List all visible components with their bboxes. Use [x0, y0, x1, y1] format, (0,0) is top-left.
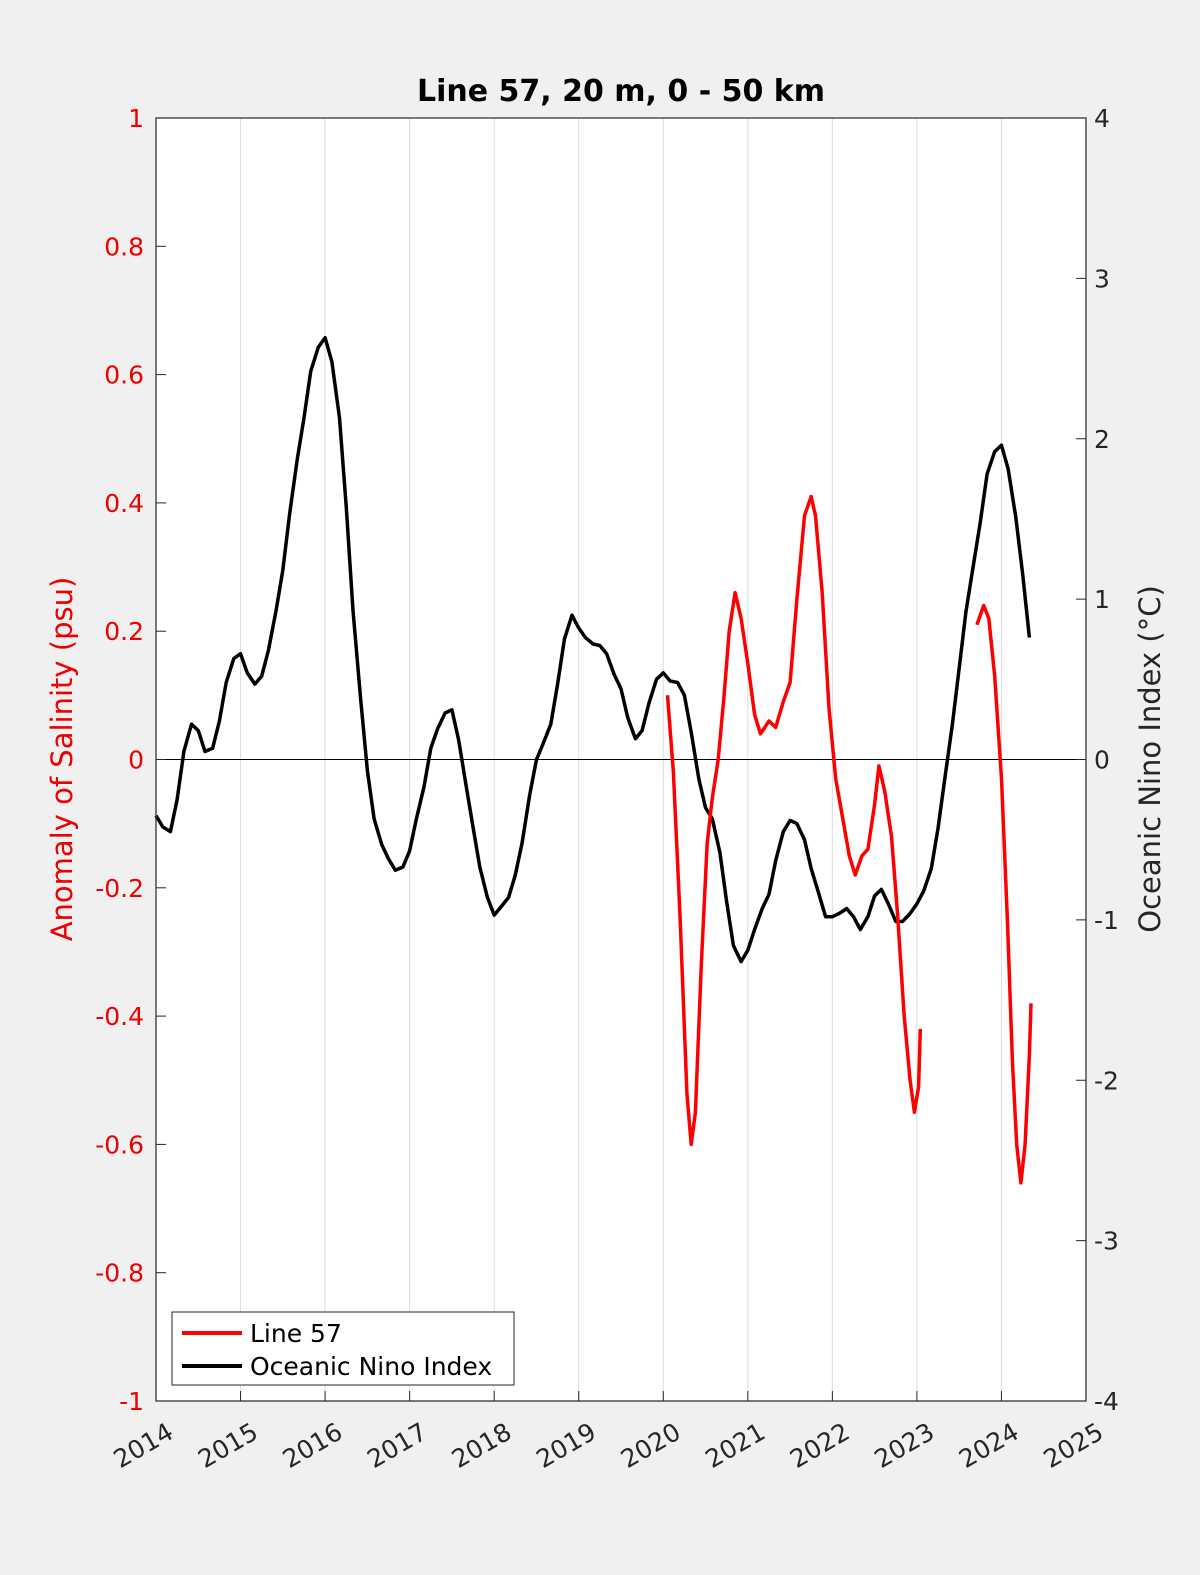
right-y-tick-label: 1: [1094, 585, 1110, 614]
left-y-tick-label: 1: [128, 104, 144, 133]
right-y-tick-label: 0: [1094, 746, 1110, 775]
left-axis-label: Anomaly of Salinity (psu): [45, 577, 79, 942]
left-y-tick-label: 0.6: [104, 361, 144, 390]
right-y-tick-label: 3: [1094, 264, 1110, 293]
legend-label-oni: Oceanic Nino Index: [250, 1352, 492, 1381]
left-y-tick-label: -0.4: [95, 1002, 144, 1031]
left-y-tick-label: -0.2: [95, 874, 144, 903]
left-y-tick-label: 0.8: [104, 232, 144, 261]
legend-box: [171, 1311, 515, 1386]
series-line-line-57-segment-1: [665, 494, 923, 1147]
series-layer: [154, 335, 1033, 1185]
series-line-oceanic-nino-index: [154, 335, 1032, 964]
left-y-tick-label: 0: [128, 746, 144, 775]
series-line-line-57-segment-2: [975, 603, 1033, 1185]
chart-title: Line 57, 20 m, 0 - 50 km: [417, 74, 825, 109]
left-y-tick-label: -1: [119, 1387, 144, 1416]
left-y-tick-label: 0.4: [104, 489, 144, 518]
right-axis-label: Oceanic Nino Index (°C): [1133, 585, 1167, 933]
right-y-tick-label: -3: [1094, 1227, 1119, 1256]
right-y-tick-label: -4: [1094, 1387, 1119, 1416]
right-y-tick-label: 2: [1094, 425, 1110, 454]
left-y-tick-label: -0.6: [95, 1130, 144, 1159]
left-y-tick-label: 0.2: [104, 617, 144, 646]
right-y-tick-label: -2: [1094, 1066, 1119, 1095]
right-y-tick-label: -1: [1094, 906, 1119, 935]
left-y-tick-label: -0.8: [95, 1259, 144, 1288]
right-y-tick-label: 4: [1094, 104, 1110, 133]
legend-label-line-57: Line 57: [250, 1319, 342, 1348]
legend: Line 57 Oceanic Nino Index: [171, 1311, 515, 1386]
